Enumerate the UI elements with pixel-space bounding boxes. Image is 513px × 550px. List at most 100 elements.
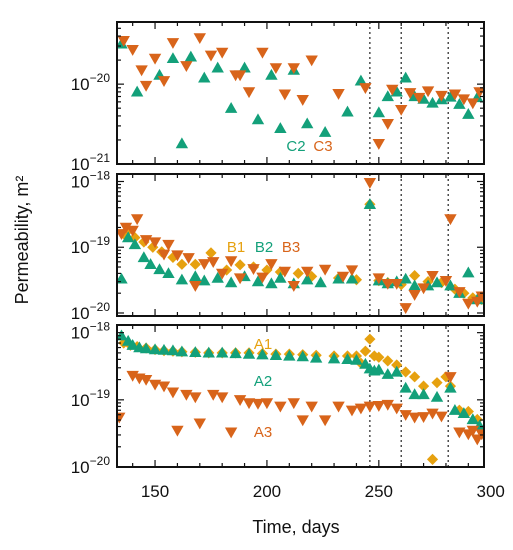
point-A3-27 [372,400,386,412]
point-B2-15 [274,271,287,283]
point-A3-25 [354,403,368,415]
point-A2-31 [430,390,444,402]
point-B1-25 [435,276,448,289]
panel-B: 10−18 10−19 10−20 B1 B2 B3 [71,168,485,323]
point-C3-18 [296,94,309,106]
point-B2-19 [332,272,345,284]
point-A1-37 [471,413,483,426]
point-A3-34 [435,411,448,423]
point-B2-14 [265,277,278,289]
point-A1-24 [368,350,380,362]
point-C2-10 [251,113,265,125]
point-B2-31 [462,266,475,278]
point-A1-32 [431,377,443,389]
point-A3-16 [251,398,265,410]
point-B2-2 [128,238,142,250]
point-C2-18 [372,106,386,118]
point-C3-28 [421,86,435,98]
point-A3-8 [180,389,193,401]
y-tick-label-B-2: 10−20 [71,300,111,323]
point-C3-32 [466,98,480,110]
point-C3-13 [242,87,256,99]
point-B3-13 [215,268,229,280]
point-B3-18 [265,259,278,270]
point-C2-3 [166,52,180,64]
point-C2-20 [390,85,403,97]
point-A2-29 [408,388,421,400]
point-A3-15 [242,398,256,410]
point-A2-6 [157,343,171,355]
point-B3-9 [182,253,195,265]
point-A2-4 [139,342,153,354]
points-B [117,178,484,314]
point-A2-14 [256,348,269,360]
y-tick-label-A-0: 10−18 [71,320,111,343]
series-label-B1: B1 [227,239,245,256]
point-A3-35 [444,372,457,384]
point-C3-20 [332,89,345,100]
point-C3-8 [193,33,206,45]
point-B2-4 [144,258,157,269]
point-B3-38 [475,291,484,303]
point-A3-36 [453,427,466,439]
point-A2-2 [126,339,139,350]
point-B2-10 [211,271,224,283]
x-tick-label-0: 150 [141,482,169,501]
point-B2-18 [314,276,327,288]
point-A1-29 [409,371,421,383]
point-A3-29 [390,403,403,415]
point-C3-12 [233,70,247,82]
point-C3-10 [215,47,229,59]
point-B3-29 [399,303,412,314]
point-A2-18 [309,351,323,363]
point-C3-16 [278,89,292,101]
point-B3-3 [130,214,144,226]
point-C2-6 [198,71,211,83]
point-A1-27 [391,359,403,371]
point-B3-28 [390,278,403,290]
point-C2-24 [426,96,439,108]
point-A3-10 [193,418,206,430]
x-tick-label-1: 200 [253,482,281,501]
point-A2-15 [269,349,283,360]
point-C2-5 [184,50,198,62]
y-tick-label-B-1: 10−19 [71,234,111,257]
point-B1-11 [234,259,246,271]
y-tick-label-C-1: 10−21 [71,151,111,174]
point-A1-33 [440,371,452,383]
point-A1-26 [382,355,394,367]
point-A2-33 [448,404,462,415]
point-B1-15 [292,267,304,280]
point-B1-7 [176,258,188,270]
point-A3-12 [215,392,229,404]
point-A3-9 [189,392,202,404]
point-B1-9 [205,247,217,259]
point-B2-11 [224,276,238,288]
point-C2-21 [399,71,412,83]
point-B3-25 [363,178,377,189]
point-C3-23 [381,119,394,130]
point-C2-16 [341,105,354,117]
point-C2-8 [224,101,238,113]
point-B3-16 [247,264,260,276]
point-B2-0 [117,272,128,284]
point-B3-2 [126,225,139,237]
series-label-A2: A2 [254,373,272,390]
point-C3-21 [359,83,372,94]
point-B3-14 [224,256,238,268]
point-C2-7 [211,61,224,73]
point-C3-30 [448,89,462,101]
point-B3-19 [278,266,292,278]
point-B3-8 [171,250,184,262]
point-B3-20 [287,281,300,292]
point-B3-11 [198,259,211,270]
point-A3-23 [332,401,345,413]
point-B2-17 [301,273,314,285]
x-axis-tick-labels: 150 200 250 300 [141,482,505,501]
series-label-A1: A1 [254,336,272,353]
point-B2-8 [189,270,202,282]
point-A2-11 [215,346,229,358]
point-B2-1 [121,231,135,243]
point-C3-7 [180,61,193,72]
